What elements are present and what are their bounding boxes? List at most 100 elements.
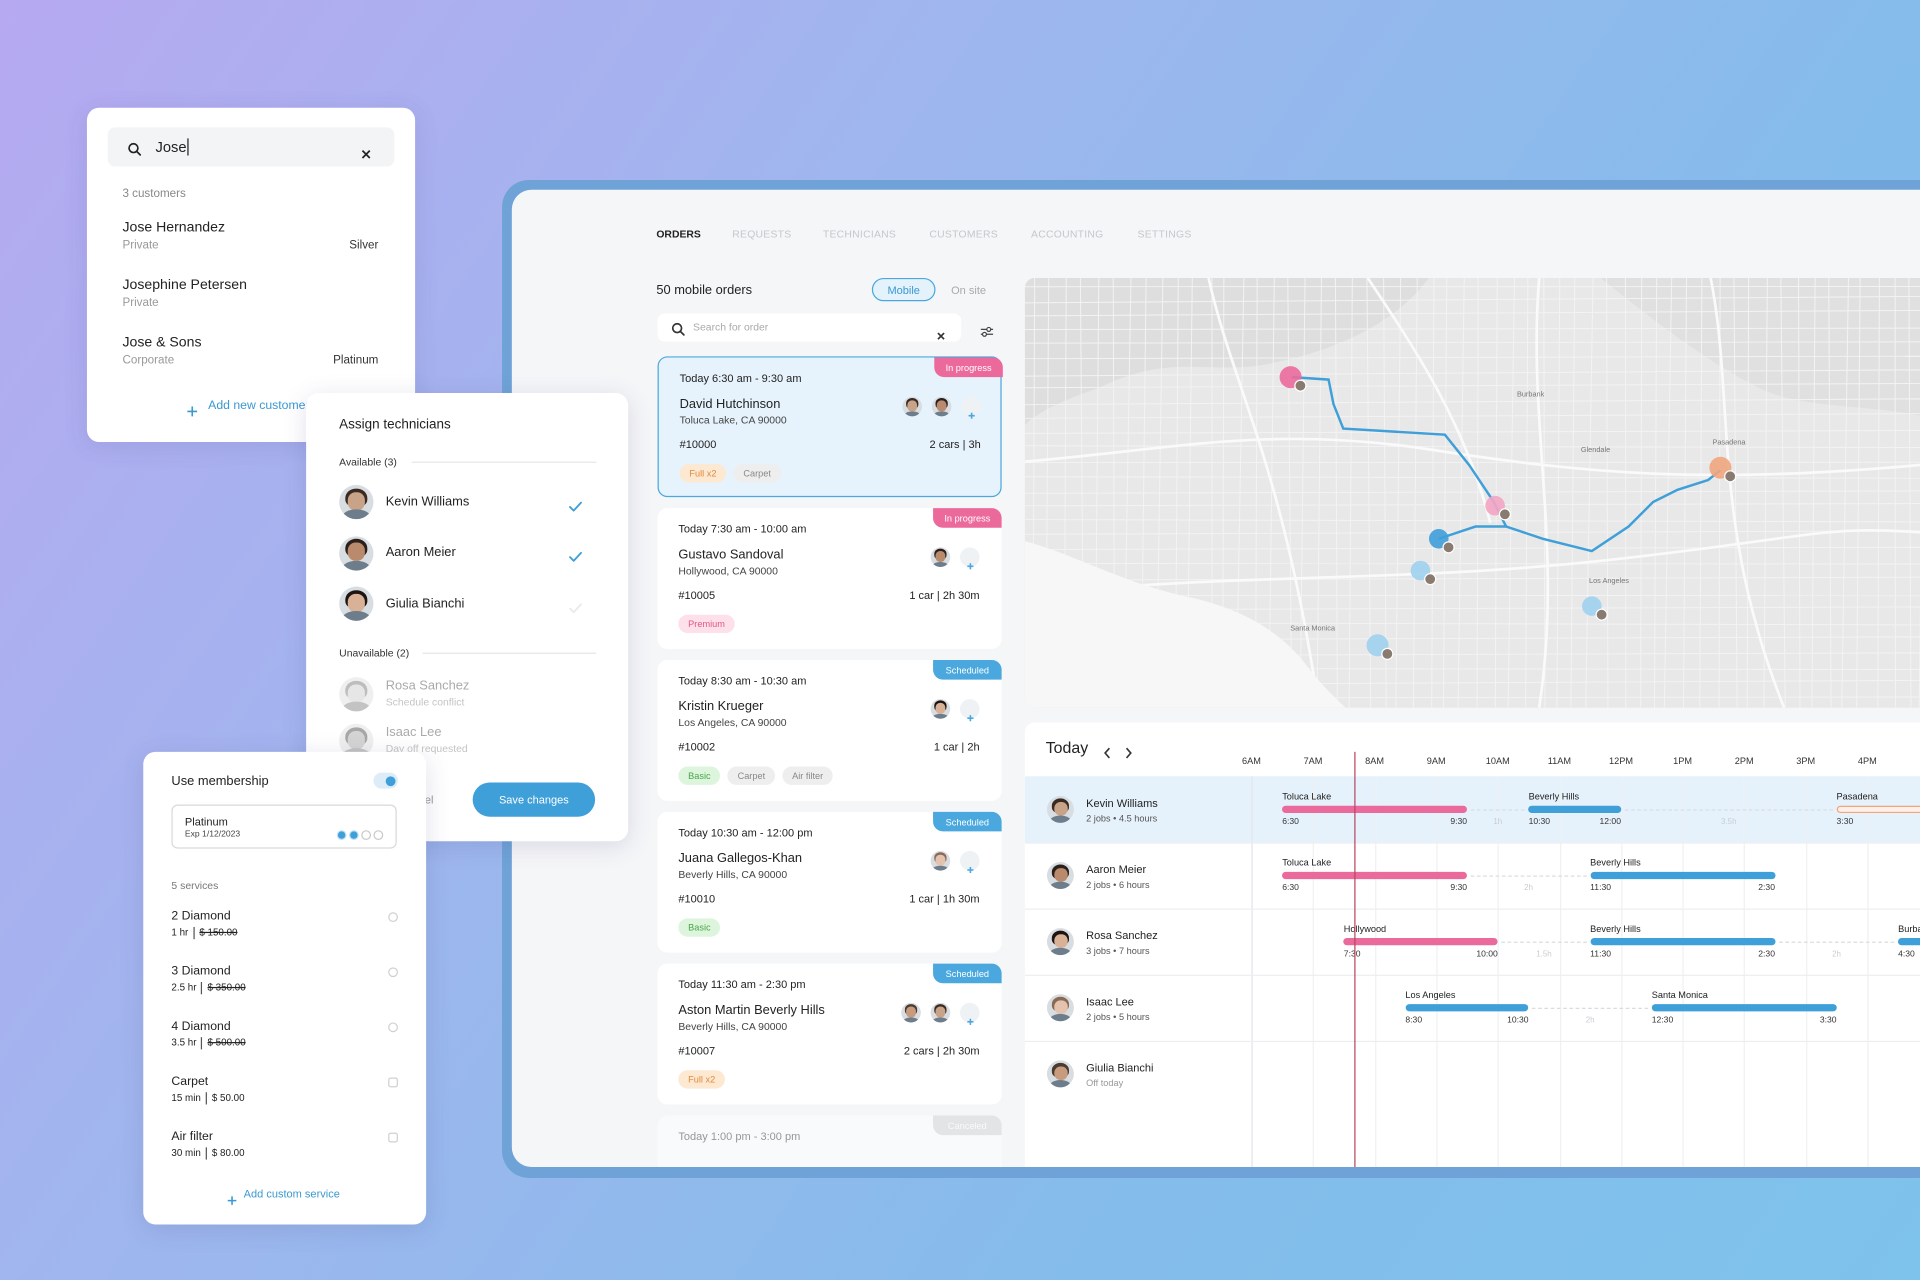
save-button[interactable]: Save changes (472, 782, 596, 817)
order-time: Today 10:30 am - 12:00 pm (678, 826, 813, 839)
avatar (339, 484, 374, 520)
job-end: 10:00 (1476, 949, 1498, 959)
technician-name[interactable]: Giulia Bianchi (385, 595, 465, 611)
icon-polyline (569, 551, 582, 562)
check-icon[interactable] (568, 546, 583, 562)
job-bar[interactable] (1405, 1004, 1529, 1012)
map-label: Santa Monica (1290, 624, 1336, 633)
icon-line (679, 330, 685, 336)
search-icon (671, 320, 686, 336)
toggle-mobile[interactable] (871, 277, 936, 302)
job-place: Hollywood (1343, 922, 1387, 934)
icon-svg (361, 150, 371, 159)
avatar-face (1053, 933, 1068, 948)
hour-label: 3PM (1796, 754, 1816, 766)
nav-tab[interactable]: ACCOUNTING (1031, 227, 1104, 240)
order-card[interactable]: Canceled Today 1:00 pm - 3:00 pm (657, 1115, 1002, 1167)
nav-tab[interactable]: REQUESTS (732, 227, 792, 240)
technician-name: Rosa Sanchez (385, 677, 470, 693)
service-name[interactable]: 2 Diamond (171, 909, 231, 924)
check-icon[interactable] (568, 597, 583, 613)
service-radio[interactable] (388, 912, 398, 923)
hour-label: 7AM (1303, 754, 1323, 766)
add-tech-button[interactable] (960, 699, 980, 719)
order-card[interactable]: Scheduled Today 11:30 am - 2:30 pm Aston M… (657, 963, 1002, 1105)
job-bar[interactable] (1590, 937, 1775, 946)
job-bar[interactable] (1282, 871, 1467, 880)
add-customer[interactable]: Add new customer (208, 399, 310, 413)
service-duration: 1 hr (171, 927, 189, 939)
nav-tab[interactable]: ORDERS (656, 227, 701, 240)
job-bar[interactable] (1528, 805, 1621, 814)
status-badge: In progress (933, 508, 1002, 528)
service-radio[interactable] (388, 1022, 398, 1033)
avatar-body (1048, 1079, 1072, 1088)
prev-day[interactable] (1103, 742, 1112, 759)
customer-name: Kristin Krueger (678, 698, 764, 714)
order-card[interactable]: Scheduled Today 8:30 am - 10:30 am Kristin… (657, 660, 1002, 801)
tag: Air filter (782, 766, 833, 785)
street (1798, 277, 1801, 708)
avatar-face (1053, 801, 1068, 816)
avatar-body (1048, 881, 1072, 889)
job-bar[interactable] (1836, 805, 1920, 814)
nav-tab[interactable]: TECHNICIANS (822, 227, 897, 240)
tag-row: Premium (678, 614, 735, 634)
customer-address: Los Angeles, CA 90000 (678, 716, 787, 729)
job-bar[interactable] (1590, 871, 1775, 880)
next-day[interactable] (1123, 742, 1132, 759)
filter-icon[interactable] (980, 321, 995, 337)
order-card[interactable]: In progress Today 6:30 am - 9:30 am David … (657, 356, 1003, 498)
street (1841, 277, 1849, 708)
hills (1600, 277, 1920, 416)
avatar (930, 851, 951, 871)
separator (205, 1147, 207, 1160)
job-bar[interactable] (1898, 937, 1920, 946)
service-name[interactable]: Carpet (171, 1075, 209, 1089)
job-bar[interactable] (1343, 937, 1498, 946)
marker-avatar (1724, 470, 1737, 483)
service-radio[interactable] (388, 967, 398, 978)
hour-label: 2PM (1734, 754, 1754, 766)
plus-icon (186, 400, 198, 417)
avatar-body (341, 611, 371, 621)
job-bar[interactable] (1282, 805, 1467, 814)
order-search[interactable] (657, 313, 962, 342)
technician-name[interactable]: Aaron Meier (385, 545, 456, 560)
marker-avatar (1595, 608, 1608, 621)
tag-row: Basic (678, 918, 721, 937)
hour-label: 9AM (1426, 754, 1446, 766)
map-label: Burbank (1517, 390, 1545, 399)
service-name[interactable]: Air filter (171, 1130, 213, 1144)
search-query: Jose (156, 138, 190, 156)
order-summary: 1 car | 2h (933, 740, 980, 753)
icon-polyline (1103, 747, 1110, 759)
add-tech-button[interactable] (961, 396, 981, 417)
nav-tab[interactable]: SETTINGS (1137, 227, 1192, 240)
service-name[interactable]: 3 Diamond (171, 964, 231, 979)
nav-tab[interactable]: CUSTOMERS (929, 227, 998, 240)
clear-icon[interactable] (361, 142, 371, 159)
order-card[interactable]: Scheduled Today 10:30 am - 12:00 pm Juana … (657, 811, 1002, 953)
add-tech-button[interactable] (960, 1002, 980, 1023)
add-service[interactable]: Add custom service (243, 1187, 340, 1200)
service-radio[interactable] (388, 1132, 398, 1143)
job-start: 6:30 (1282, 883, 1299, 893)
add-tech-button[interactable] (960, 851, 980, 871)
service-name[interactable]: 4 Diamond (171, 1020, 231, 1034)
check-icon[interactable] (568, 495, 583, 511)
technician-name[interactable]: Kevin Williams (385, 494, 470, 510)
service-radio[interactable] (388, 1077, 398, 1088)
order-card[interactable]: In progress Today 7:30 am - 10:00 am Gusta… (657, 508, 1002, 649)
current-time-line (1354, 751, 1356, 1167)
gap-line (1778, 941, 1895, 943)
icon-circle (981, 331, 988, 337)
job-place: Toluca Lake (1282, 856, 1332, 868)
add-tech-button[interactable] (960, 547, 980, 567)
job-bar[interactable] (1651, 1004, 1837, 1012)
street (1024, 562, 1920, 565)
clear-icon[interactable] (936, 323, 945, 340)
toggle-label[interactable]: On site (951, 283, 987, 296)
search-field[interactable] (107, 127, 395, 167)
job-end: 2:30 (1758, 949, 1775, 959)
